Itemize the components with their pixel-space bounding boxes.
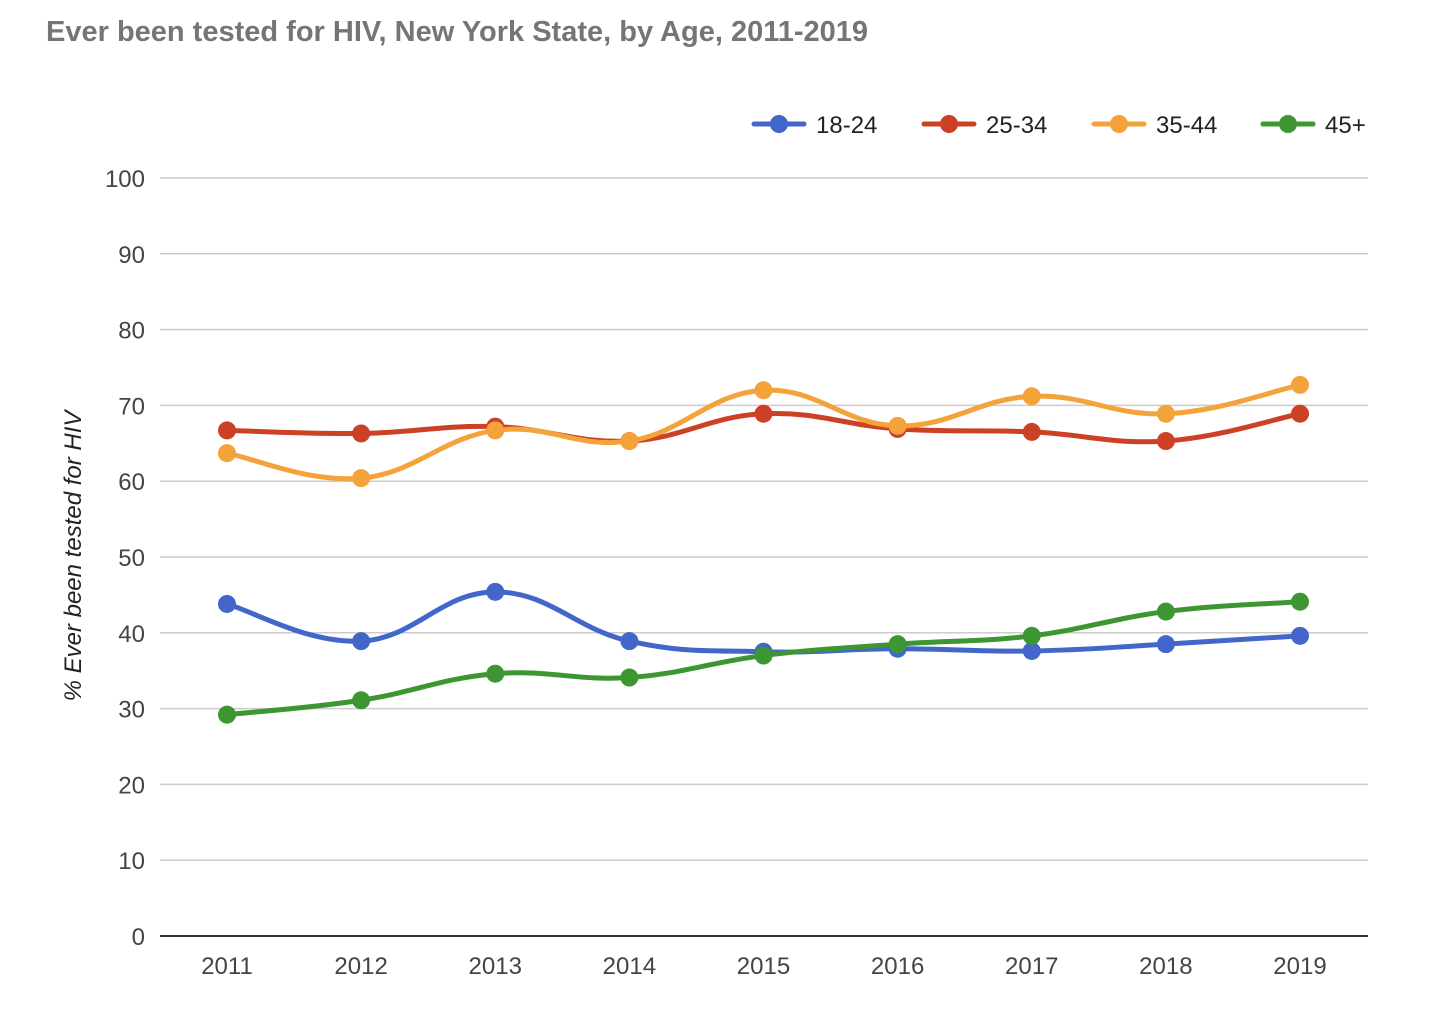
y-tick-label-50: 50 [118, 545, 145, 572]
x-tick-label-2017: 2017 [1005, 953, 1058, 980]
data-point-45plus-2012 [352, 691, 371, 710]
series-lines [224, 382, 1303, 718]
legend-swatch-marker-45plus [1279, 115, 1297, 133]
y-tick-label-100: 100 [105, 166, 145, 193]
legend-label-18-24: 18-24 [816, 112, 877, 139]
chart-title: Ever been tested for HIV, New York State… [46, 16, 869, 48]
data-point-25-34-2017 [1022, 422, 1041, 441]
x-tick-label-2013: 2013 [469, 953, 522, 980]
x-tick-label-2019: 2019 [1273, 953, 1326, 980]
data-point-35-44-2018 [1156, 404, 1175, 423]
data-point-18-24-2011 [218, 594, 236, 613]
data-point-25-34-2019 [1291, 404, 1309, 423]
data-point-18-24-2019 [1291, 626, 1309, 645]
y-tick-label-20: 20 [118, 772, 145, 799]
data-point-45plus-2017 [1022, 626, 1041, 645]
y-tick-label-90: 90 [118, 242, 145, 269]
legend-label-45plus: 45+ [1325, 112, 1366, 139]
data-point-45plus-2019 [1291, 592, 1309, 611]
y-tick-label-30: 30 [118, 697, 145, 724]
gridlines [160, 177, 1368, 861]
y-axis: 0 10 20 30 40 50 60 70 80 90 100 [105, 166, 145, 951]
data-point-45plus-2014 [620, 668, 639, 687]
data-point-18-24-2018 [1156, 635, 1175, 654]
legend-label-35-44: 35-44 [1156, 112, 1217, 139]
y-tick-label-40: 40 [118, 621, 145, 648]
y-tick-label-10: 10 [118, 848, 145, 875]
data-point-25-34-2011 [218, 421, 236, 440]
data-point-25-34-2018 [1156, 432, 1175, 451]
data-point-35-44-2012 [352, 469, 371, 488]
data-point-45plus-2015 [754, 646, 773, 665]
x-tick-label-2011: 2011 [201, 953, 253, 980]
data-point-18-24-2017 [1022, 641, 1041, 660]
x-tick-label-2014: 2014 [603, 953, 656, 980]
data-point-45plus-2013 [486, 664, 505, 683]
data-point-35-44-2015 [754, 381, 773, 400]
data-point-18-24-2014 [620, 632, 639, 651]
y-axis-title: % Ever been tested for HIV [60, 409, 87, 702]
data-point-35-44-2017 [1022, 387, 1041, 406]
x-axis: 2011 2012 2013 2014 2015 2016 2017 2018 2019 [160, 935, 1368, 980]
data-point-35-44-2014 [620, 432, 639, 451]
legend-label-25-34: 25-34 [986, 112, 1047, 139]
data-point-25-34-2015 [754, 404, 773, 423]
data-point-25-34-2012 [352, 424, 371, 443]
legend-swatch-marker-25-34 [940, 115, 958, 133]
x-tick-label-2012: 2012 [334, 953, 387, 980]
data-point-35-44-2013 [486, 421, 505, 440]
data-point-45plus-2011 [218, 705, 236, 724]
y-tick-label-80: 80 [118, 318, 145, 345]
legend: 18-24 25-34 35-44 45+ [751, 112, 1366, 139]
legend-swatch-marker-35-44 [1110, 115, 1128, 133]
data-point-45plus-2016 [888, 635, 907, 654]
x-tick-label-2018: 2018 [1139, 953, 1192, 980]
data-point-35-44-2019 [1291, 375, 1309, 394]
data-point-35-44-2016 [888, 416, 907, 435]
data-point-18-24-2012 [352, 632, 371, 651]
y-tick-label-0: 0 [132, 924, 145, 951]
x-tick-label-2016: 2016 [871, 953, 924, 980]
series-points [218, 375, 1309, 724]
y-tick-label-60: 60 [118, 469, 145, 496]
legend-swatch-marker-18-24 [770, 115, 788, 133]
data-point-18-24-2013 [486, 582, 505, 601]
x-tick-label-2015: 2015 [737, 953, 790, 980]
data-point-45plus-2018 [1156, 602, 1175, 621]
y-tick-label-70: 70 [118, 393, 145, 420]
data-point-35-44-2011 [218, 444, 236, 463]
